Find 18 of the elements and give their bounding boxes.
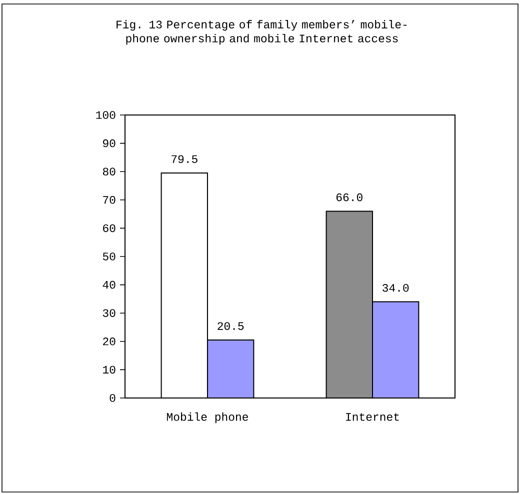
y-tick-label: 0 [110, 394, 116, 402]
data-label: 34.0 [382, 284, 409, 292]
chart-title: Fig. 13 Percentage of family members’ mobile-phone ownership and mobile Internet access [116, 20, 407, 45]
data-label: 79.5 [172, 155, 198, 163]
x-tick-label: Internet [346, 413, 399, 421]
y-tick-label: 60 [103, 224, 116, 232]
y-tick-label: 70 [103, 196, 116, 204]
y-tick-label: 80 [102, 168, 116, 176]
y-tick-label: 10 [103, 366, 116, 374]
y-tick-label: 30 [102, 309, 116, 317]
y-tick-label: 20 [103, 338, 116, 346]
data-label: 20.5 [218, 322, 244, 330]
y-tick-label: 50 [102, 252, 116, 260]
data-label: 66.0 [336, 193, 362, 202]
x-tick-label: Mobile phone [166, 412, 248, 424]
y-tick-label: 100 [96, 111, 116, 119]
y-tick-label: 40 [102, 280, 116, 289]
y-tick-label: 90 [103, 139, 116, 148]
